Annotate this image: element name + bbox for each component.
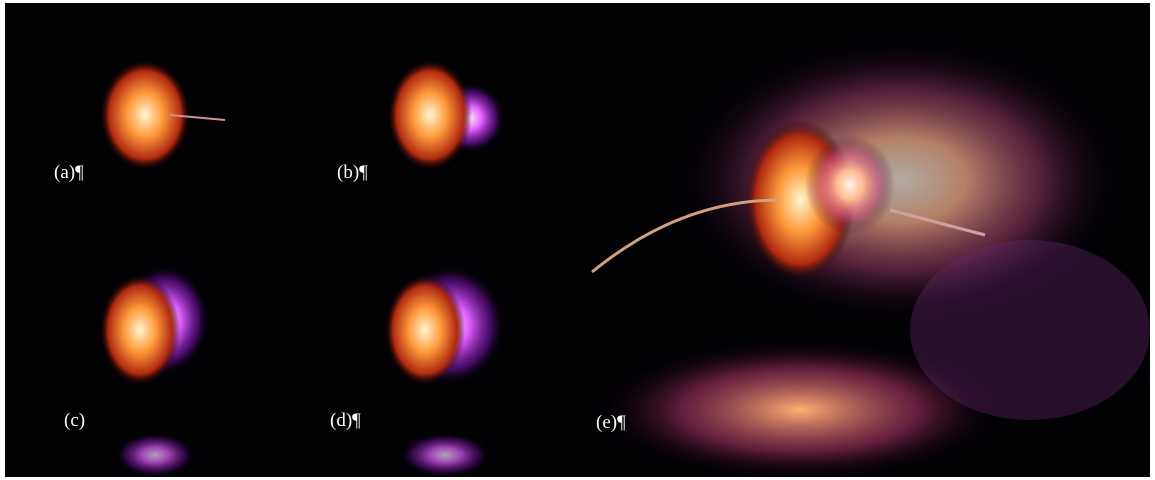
panel-label: (c) <box>64 410 85 431</box>
figure: (a)¶ (b)¶ (c) (d)¶ (e)¶ <box>0 0 1155 480</box>
panel-label: (a)¶ <box>54 162 84 183</box>
panel-label: (b)¶ <box>337 162 368 183</box>
panel-label: (e)¶ <box>596 412 626 433</box>
page: (a)¶ (b)¶ (c) (d)¶ (e)¶ (() => { const d… <box>0 0 1155 480</box>
panel-label: (d)¶ <box>330 410 361 431</box>
